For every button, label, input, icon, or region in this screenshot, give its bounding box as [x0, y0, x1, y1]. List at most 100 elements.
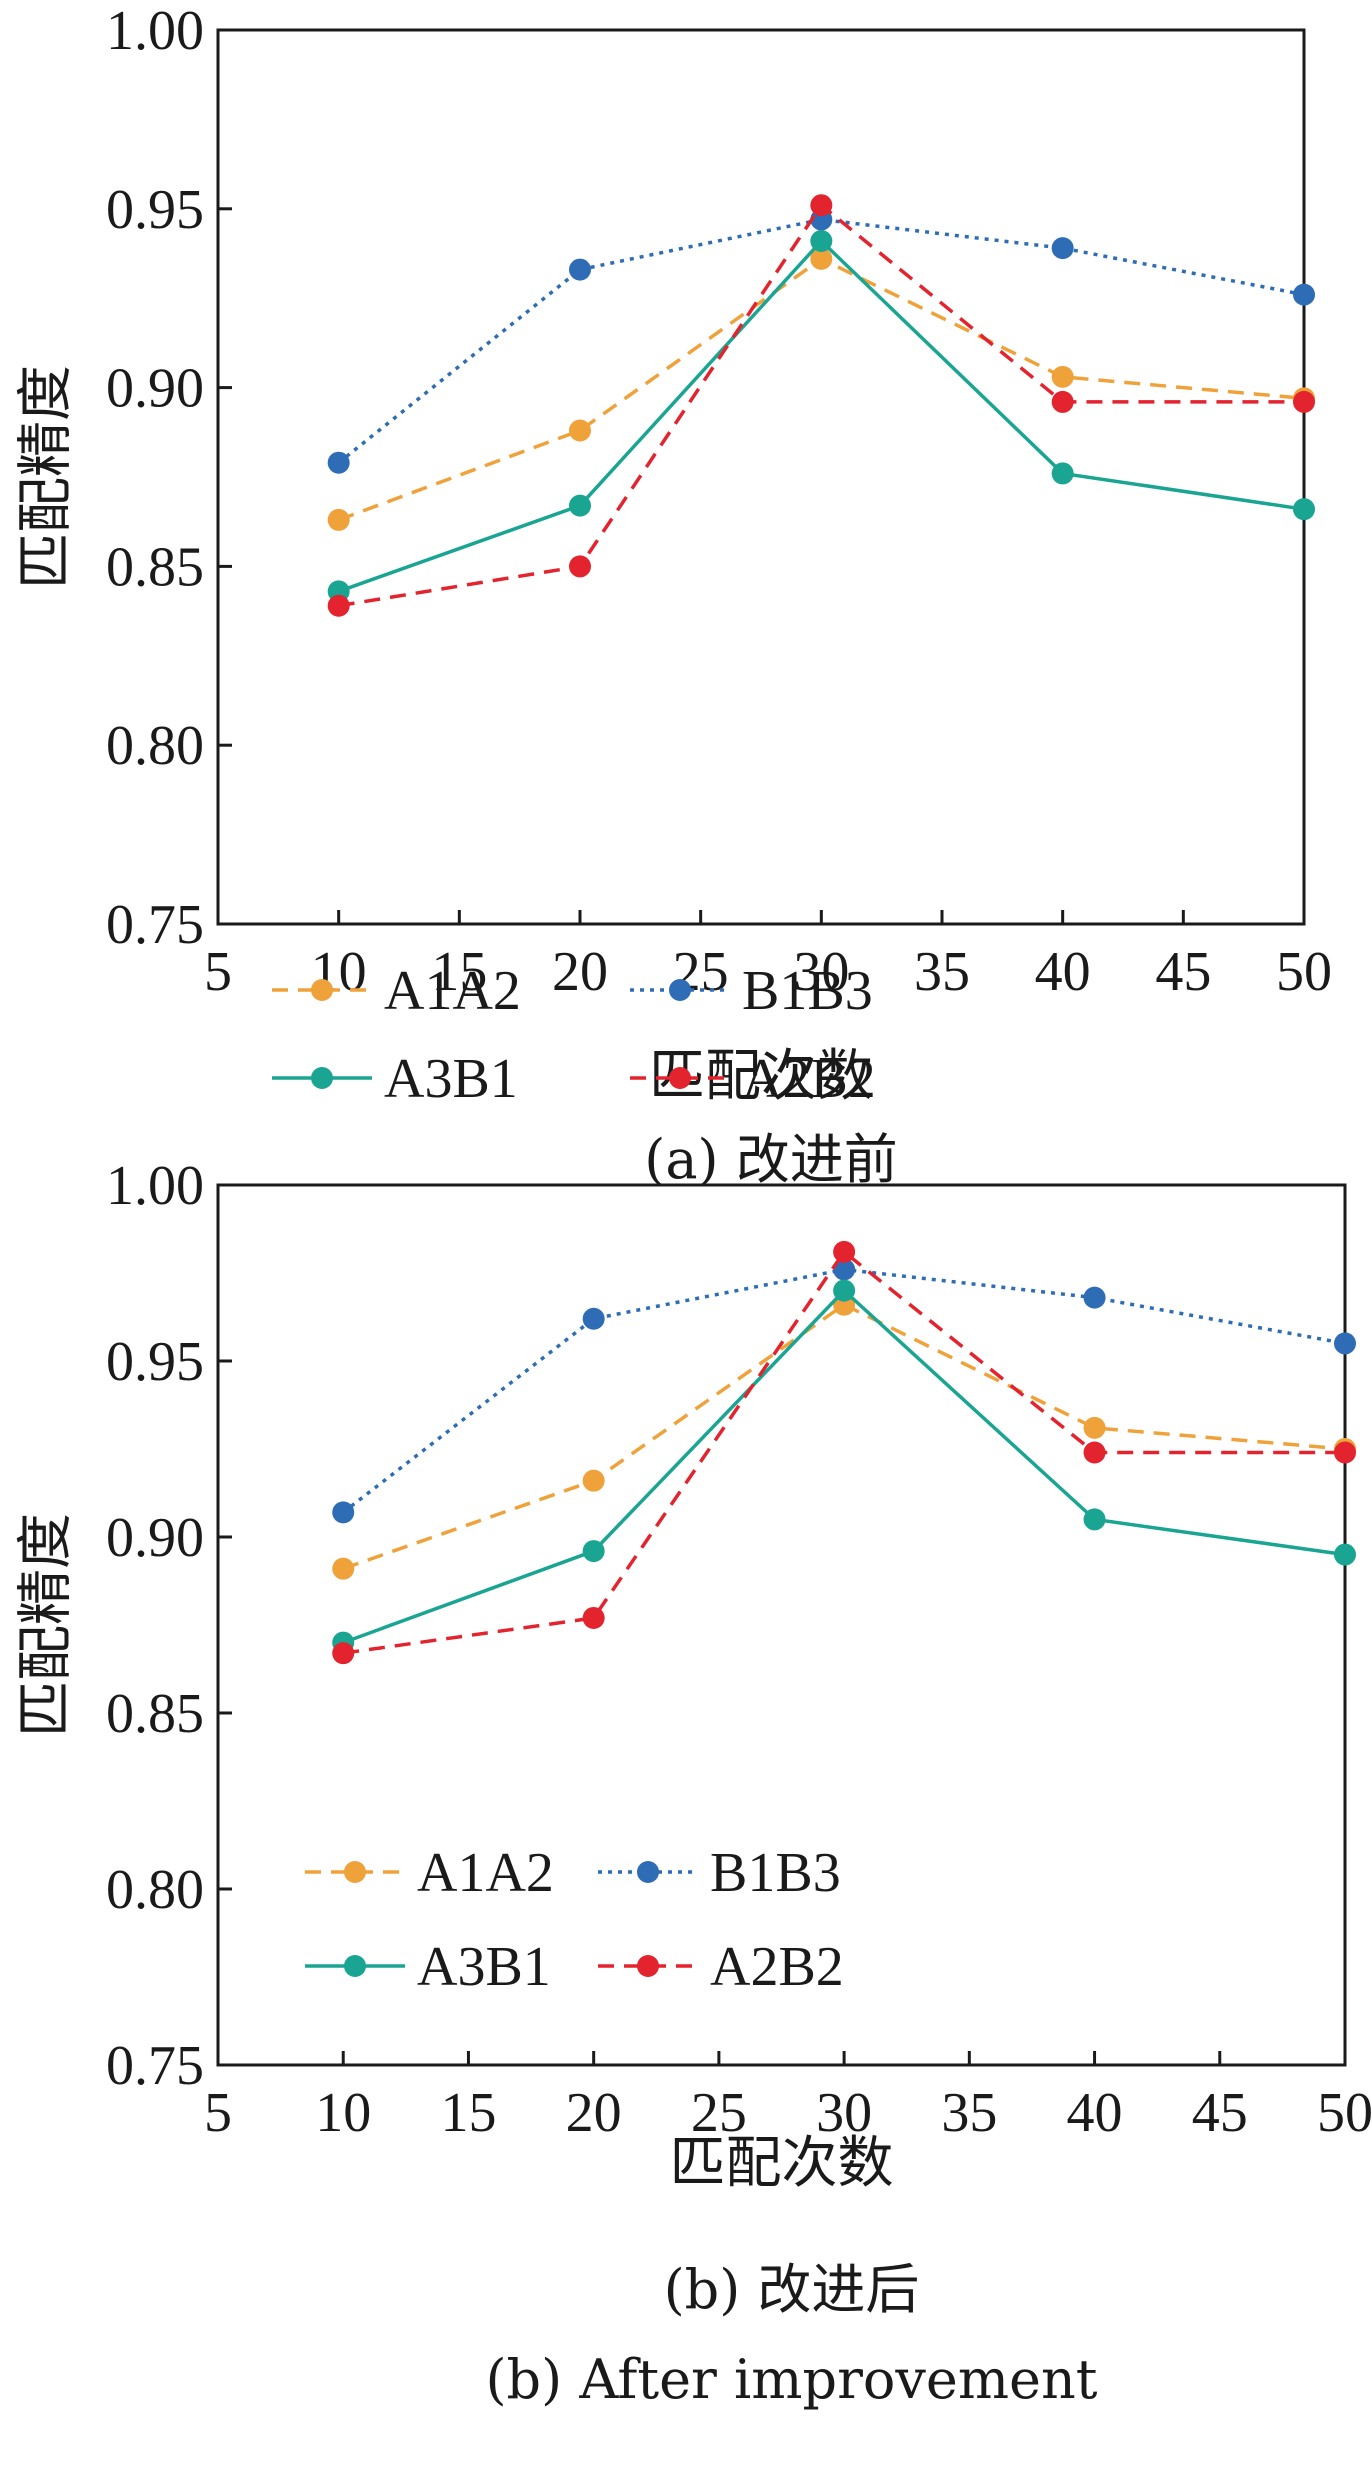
data-point-B1B3-20 [582, 1307, 605, 1330]
x-tick-label: 20 [552, 941, 608, 1003]
y-tick-label: 0.90 [106, 358, 204, 420]
legend-item-A3B1: A3B1 [305, 1936, 551, 1998]
y-tick-label: 0.80 [106, 715, 204, 777]
x-tick-label: 45 [1155, 941, 1211, 1003]
data-point-A3B1-50 [1293, 498, 1315, 521]
data-point-A1A2-40 [1083, 1416, 1106, 1439]
data-point-A3B1-50 [1334, 1543, 1356, 1566]
panel-caption-english: (b) After improvement [485, 2348, 1097, 2411]
data-point-A2B2-40 [1083, 1441, 1106, 1464]
series-line-A2B2 [342, 1249, 1345, 1655]
y-tick-label: 0.75 [106, 894, 204, 956]
x-tick-label: 45 [1192, 2082, 1248, 2144]
legend-swatch-marker [669, 1067, 691, 1089]
data-point-A1A2-10 [327, 508, 350, 531]
data-point-A1A2-40 [1051, 365, 1074, 388]
x-axis-title: 匹配次数 [670, 2131, 894, 2196]
series-line-A3B1 [342, 1288, 1346, 1645]
x-tick-label: 5 [204, 941, 232, 1003]
x-tick-label: 40 [1035, 941, 1091, 1003]
x-tick-label: 15 [440, 2082, 496, 2144]
legend-label: A3B1 [384, 1048, 518, 1110]
x-tick-label: 35 [914, 941, 970, 1003]
y-tick-label: 0.95 [106, 179, 204, 241]
data-point-A2B2-20 [582, 1606, 605, 1629]
legend-swatch-marker [669, 979, 691, 1001]
legend-label: A1A2 [417, 1842, 554, 1904]
data-point-B1B3-50 [1293, 283, 1315, 306]
x-tick-label: 15 [431, 941, 487, 1003]
legend: A1A2 B1B3 A3B1 A2B2 [305, 1842, 844, 1998]
legend-item-A2B2: A2B2 [598, 1936, 844, 1998]
x-tick-label: 5 [204, 2082, 232, 2144]
legend-swatch-marker [344, 1955, 366, 1977]
legend-swatch-marker [637, 1955, 659, 1977]
y-tick-label: 0.85 [106, 1683, 204, 1745]
legend-label: A2B2 [710, 1936, 844, 1998]
series-line-B1B3 [337, 217, 1305, 465]
y-tick-label: 0.90 [106, 1507, 204, 1569]
y-tick-label: 0.80 [106, 1859, 204, 1921]
y-tick-label: 0.75 [106, 2035, 204, 2097]
data-point-A3B1-20 [582, 1540, 605, 1563]
data-point-B1B3-50 [1334, 1332, 1356, 1355]
data-point-A3B1-20 [569, 494, 591, 517]
panel-caption: (a) 改进前 [644, 1128, 898, 1191]
data-point-A2B2-40 [1051, 390, 1074, 413]
series-line-A3B1 [338, 238, 1305, 594]
data-point-B1B3-40 [1083, 1286, 1106, 1309]
y-axis-title: 匹配精度 [14, 365, 79, 589]
plot-frame [216, 1183, 1347, 2067]
data-point-A2B2-10 [327, 594, 350, 617]
series-line-A1A2 [338, 256, 1305, 522]
data-point-A1A2-10 [332, 1557, 355, 1580]
x-tick-label: 10 [315, 2082, 371, 2144]
data-point-A2B2-30 [833, 1240, 856, 1263]
data-point-A3B1-40 [1051, 462, 1074, 485]
plot-frame [216, 28, 1306, 926]
data-point-A3B1-40 [1083, 1508, 1106, 1531]
legend-item-A1A2: A1A2 [272, 960, 521, 1022]
series-A3B1 [327, 229, 1315, 603]
legend-swatch-marker [344, 1861, 366, 1883]
series-line-A1A2 [342, 1302, 1346, 1571]
legend-label: B1B3 [710, 1842, 841, 1904]
data-point-A3B1-30 [810, 229, 833, 252]
legend-item-B1B3: B1B3 [630, 960, 873, 1022]
x-tick-label: 40 [1067, 2082, 1123, 2144]
series-A2B2 [327, 194, 1315, 617]
y-tick-label: 1.00 [106, 1155, 204, 1217]
x-tick-label: 50 [1276, 941, 1332, 1003]
data-point-A3B1-30 [833, 1279, 856, 1302]
series-A2B2 [332, 1240, 1356, 1665]
data-point-A2B2-50 [1334, 1441, 1356, 1464]
chart-panel-2: 5 10 15 20 25 30 35 40 45 50 0.75 0.80 0.85 0.90 0.95 1… [14, 1155, 1372, 2411]
legend-swatch-marker [311, 979, 333, 1001]
x-tick-label: 20 [566, 2082, 622, 2144]
x-tick-label: 30 [816, 2082, 872, 2144]
legend-swatch-marker [311, 1067, 333, 1089]
y-tick-label: 0.85 [106, 536, 204, 598]
data-point-A2B2-10 [332, 1642, 355, 1665]
legend-label: B1B3 [742, 960, 873, 1022]
legend-item-A2B2: A2B2 [630, 1048, 876, 1110]
data-point-B1B3-10 [332, 1501, 355, 1524]
legend: A1A2 B1B3 A3B1 A2B2 [272, 960, 876, 1110]
legend-label: A3B1 [417, 1936, 551, 1998]
x-tick-label: 50 [1317, 2082, 1372, 2144]
data-point-B1B3-30 [833, 1258, 856, 1281]
legend-item-B1B3: B1B3 [598, 1842, 841, 1904]
y-tick-label: 0.95 [106, 1331, 204, 1393]
data-point-A2B2-50 [1293, 390, 1315, 413]
legend-swatch-marker [637, 1861, 659, 1883]
panel-caption: (b) 改进后 [664, 2258, 920, 2321]
data-point-B1B3-10 [327, 451, 350, 474]
legend-label: A1A2 [384, 960, 521, 1022]
x-tick-label: 30 [793, 941, 849, 1003]
series-A1A2 [332, 1293, 1356, 1580]
x-tick-label: 35 [941, 2082, 997, 2144]
legend-label: A2B2 [742, 1048, 876, 1110]
legend-item-A3B1: A3B1 [272, 1048, 518, 1110]
data-point-A2B2-20 [569, 555, 591, 578]
